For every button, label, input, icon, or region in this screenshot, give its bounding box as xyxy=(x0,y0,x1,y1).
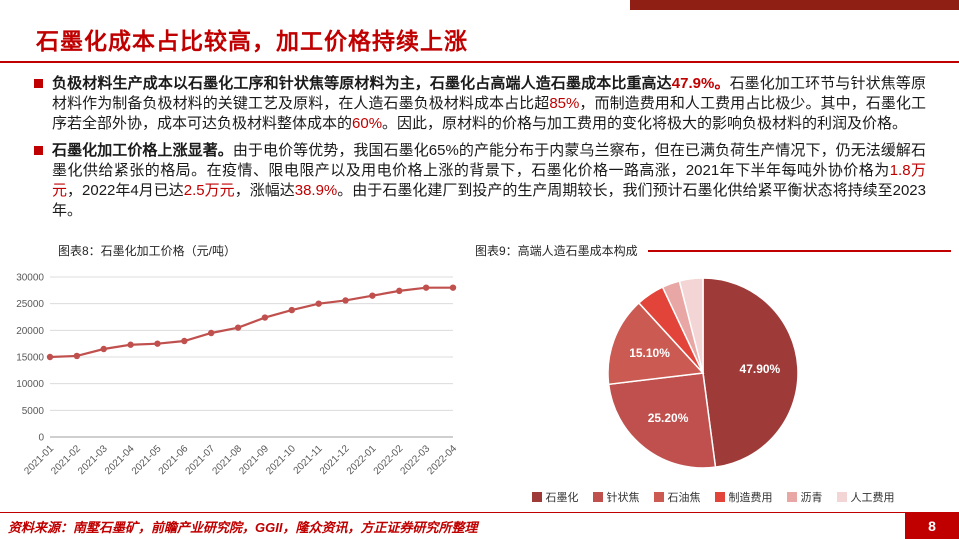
line-chart: 0500010000150002000025000300002021-01202… xyxy=(16,273,459,478)
text-segment: 。由于石墨化建厂到投产的生产周期较长，我们预计石墨化供给紧平衡状态将持续至202… xyxy=(52,182,926,219)
legend-swatch-icon xyxy=(714,492,725,502)
line-chart-panel: 图表8：石墨化加工价格（元/吨） 0 5000 10000 15000 20000 250… xyxy=(10,242,465,509)
text-segment: 。因此，原材料的价格与加工费用的变化将极大的影响负极材料的利润及价格。 xyxy=(382,115,908,132)
text-segment: 2.5万元 xyxy=(183,182,235,199)
legend-item: 针状焦 xyxy=(592,489,640,505)
bullet-square-icon xyxy=(34,146,43,155)
svg-text:2022-04: 2022-04 xyxy=(425,443,459,477)
svg-text:30000: 30000 xyxy=(16,273,44,284)
body-text: 负极材料生产成本以石墨化工序和针状焦等原材料为主，石墨化占高端人造石墨成本比重高… xyxy=(34,74,926,228)
footer: 资料来源：南墅石墨矿，前瞻产业研究院，GGII，隆众资讯，方正证券研究所整理 8 xyxy=(0,512,959,539)
svg-text:20000: 20000 xyxy=(16,326,44,337)
legend-item: 石墨化 xyxy=(531,489,579,505)
text-segment: ，涨幅达 xyxy=(234,182,295,199)
svg-text:0: 0 xyxy=(38,433,44,444)
legend-label: 制造费用 xyxy=(728,492,773,504)
pie-chart-caption: 图表9：高端人造石墨成本构成 xyxy=(475,244,638,258)
text-segment: 38.9% xyxy=(294,182,338,199)
text-segment: 负极材料生产成本以石墨化工序和针状焦等原材料为主，石墨化占高端人造石墨成本比重高… xyxy=(52,75,672,92)
legend-item: 沥青 xyxy=(786,489,823,505)
legend-label: 石墨化 xyxy=(545,492,579,504)
bullet-square-icon xyxy=(34,79,43,88)
source-note: 资料来源：南墅石墨矿，前瞻产业研究院，GGII，隆众资讯，方正证券研究所整理 xyxy=(8,519,478,535)
legend-label: 石油焦 xyxy=(667,492,701,504)
legend-swatch-icon xyxy=(786,492,797,502)
text-segment: 石墨化加工环节与针状焦等原材料作为制备负极材料的关键工艺及原料，在人造石墨负极材… xyxy=(52,75,926,112)
legend-label: 针状焦 xyxy=(606,492,640,504)
legend-label: 沥青 xyxy=(800,492,823,504)
page-number: 8 xyxy=(905,513,959,539)
text-segment: ，2022年4月已达 xyxy=(67,182,184,199)
caption-divider xyxy=(647,249,951,252)
legend-swatch-icon xyxy=(653,492,664,502)
pie-chart: 47.90% 25.20% 15.10% xyxy=(607,277,799,469)
text-segment: 85% xyxy=(549,95,580,112)
pie-caption-row: 图表9：高端人造石墨成本构成 xyxy=(475,242,951,259)
paragraph-1: 负极材料生产成本以石墨化工序和针状焦等原材料为主，石墨化占高端人造石墨成本比重高… xyxy=(52,74,926,134)
bullet-paragraph-1: 负极材料生产成本以石墨化工序和针状焦等原材料为主，石墨化占高端人造石墨成本比重高… xyxy=(34,74,926,134)
svg-text:15.10%: 15.10% xyxy=(629,346,670,360)
paragraph-2: 石墨化加工价格上涨显著。由于电价等优势，我国石墨化65%的产能分布于内蒙乌兰察布… xyxy=(52,141,926,221)
line-chart-caption: 图表8：石墨化加工价格（元/吨） xyxy=(58,244,237,258)
charts-row: 图表8：石墨化加工价格（元/吨） 0 5000 10000 15000 20000 250… xyxy=(10,242,951,509)
bullet-paragraph-2: 石墨化加工价格上涨显著。由于电价等优势，我国石墨化65%的产能分布于内蒙乌兰察布… xyxy=(34,141,926,221)
svg-text:25.20%: 25.20% xyxy=(648,411,689,425)
svg-text:25000: 25000 xyxy=(16,299,44,310)
svg-text:15000: 15000 xyxy=(16,353,44,364)
legend-swatch-icon xyxy=(836,492,847,502)
top-right-decor-bar xyxy=(630,0,959,10)
text-segment: 石墨化加工价格上涨显著。 xyxy=(52,142,233,159)
text-segment: ，而制造费用和人工费用占比极少。其中，石墨化工序若全部外协，成本可达负极材料整体… xyxy=(52,95,926,132)
legend-item: 制造费用 xyxy=(714,489,773,505)
text-segment: 由于电价等优势，我国石墨化65%的产能分布于内蒙乌兰察布，但在已满负荷生产情况下… xyxy=(52,142,926,179)
pie-legend: 石墨化 针状焦 石油焦 制造费用 沥青 人工费用 xyxy=(475,489,951,505)
page-title: 石墨化成本占比较高，加工价格持续上涨 xyxy=(36,28,468,54)
legend-item: 人工费用 xyxy=(836,489,895,505)
svg-text:2021-10: 2021-10 xyxy=(264,443,298,477)
title-divider xyxy=(0,61,959,63)
legend-item: 石油焦 xyxy=(653,489,701,505)
legend-label: 人工费用 xyxy=(850,492,895,504)
text-segment: 47.9%。 xyxy=(671,75,730,92)
text-segment: 1.8万元 xyxy=(52,162,926,199)
svg-text:5000: 5000 xyxy=(22,406,45,417)
svg-text:47.90%: 47.90% xyxy=(740,362,781,376)
text-segment: 60% xyxy=(352,115,383,132)
legend-swatch-icon xyxy=(531,492,542,502)
pie-chart-panel: 图表9：高端人造石墨成本构成 47.90% 25.20% 15.10% 石墨化 针状焦… xyxy=(475,242,951,505)
legend-swatch-icon xyxy=(592,492,603,502)
svg-text:10000: 10000 xyxy=(16,379,44,390)
